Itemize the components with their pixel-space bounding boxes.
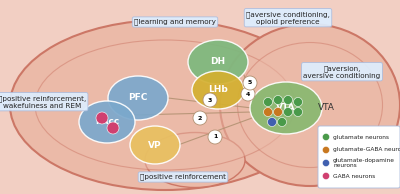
Ellipse shape bbox=[188, 40, 248, 84]
Circle shape bbox=[208, 130, 222, 144]
Circle shape bbox=[294, 98, 302, 107]
Text: ⓤaversive conditioning,
opioid preference: ⓤaversive conditioning, opioid preferenc… bbox=[246, 11, 330, 25]
Ellipse shape bbox=[220, 24, 400, 186]
Circle shape bbox=[243, 76, 257, 90]
Text: 4: 4 bbox=[246, 92, 250, 96]
Text: VP: VP bbox=[148, 140, 162, 150]
Circle shape bbox=[107, 122, 119, 134]
Circle shape bbox=[322, 146, 330, 153]
Text: 2: 2 bbox=[198, 115, 202, 120]
Circle shape bbox=[193, 111, 207, 125]
Circle shape bbox=[322, 159, 330, 166]
Circle shape bbox=[294, 107, 302, 117]
Ellipse shape bbox=[130, 126, 180, 164]
Ellipse shape bbox=[145, 133, 245, 187]
Circle shape bbox=[274, 107, 282, 117]
FancyBboxPatch shape bbox=[318, 126, 400, 188]
Circle shape bbox=[203, 93, 217, 107]
Text: glutamate-dopamine
neurons: glutamate-dopamine neurons bbox=[333, 158, 395, 168]
Text: VTA: VTA bbox=[318, 104, 335, 113]
Circle shape bbox=[274, 95, 282, 105]
Text: LHb: LHb bbox=[208, 86, 228, 94]
Text: ⓡpositive reinforcement: ⓡpositive reinforcement bbox=[140, 174, 226, 180]
Ellipse shape bbox=[250, 82, 322, 134]
Ellipse shape bbox=[192, 71, 244, 109]
Circle shape bbox=[241, 87, 255, 101]
Circle shape bbox=[278, 118, 286, 126]
Text: 1: 1 bbox=[213, 134, 217, 139]
Circle shape bbox=[96, 112, 108, 124]
Ellipse shape bbox=[79, 101, 135, 143]
Circle shape bbox=[322, 172, 330, 179]
Text: ⓢpositive reinforcement,
wakefulness and REM: ⓢpositive reinforcement, wakefulness and… bbox=[0, 95, 86, 109]
Circle shape bbox=[264, 98, 272, 107]
Text: glutamate neurons: glutamate neurons bbox=[333, 134, 389, 139]
Text: GABA neurons: GABA neurons bbox=[333, 173, 375, 178]
Text: nAcc: nAcc bbox=[95, 118, 119, 126]
Ellipse shape bbox=[108, 76, 168, 120]
Ellipse shape bbox=[238, 42, 382, 167]
Circle shape bbox=[322, 133, 330, 140]
Ellipse shape bbox=[35, 40, 295, 170]
Text: VTA: VTA bbox=[276, 104, 296, 113]
Text: 3: 3 bbox=[208, 98, 212, 102]
Circle shape bbox=[264, 107, 272, 117]
Text: 5: 5 bbox=[248, 81, 252, 86]
Text: ⓤaversion,
aversive conditioning: ⓤaversion, aversive conditioning bbox=[303, 65, 381, 79]
Ellipse shape bbox=[10, 20, 320, 190]
Text: DH: DH bbox=[210, 57, 226, 67]
Text: PFC: PFC bbox=[128, 94, 148, 102]
Text: glutamate-GABA neurons: glutamate-GABA neurons bbox=[333, 147, 400, 152]
Circle shape bbox=[284, 107, 292, 117]
Text: ⓣlearning and memory: ⓣlearning and memory bbox=[134, 19, 216, 25]
Circle shape bbox=[284, 95, 292, 105]
Circle shape bbox=[268, 118, 276, 126]
